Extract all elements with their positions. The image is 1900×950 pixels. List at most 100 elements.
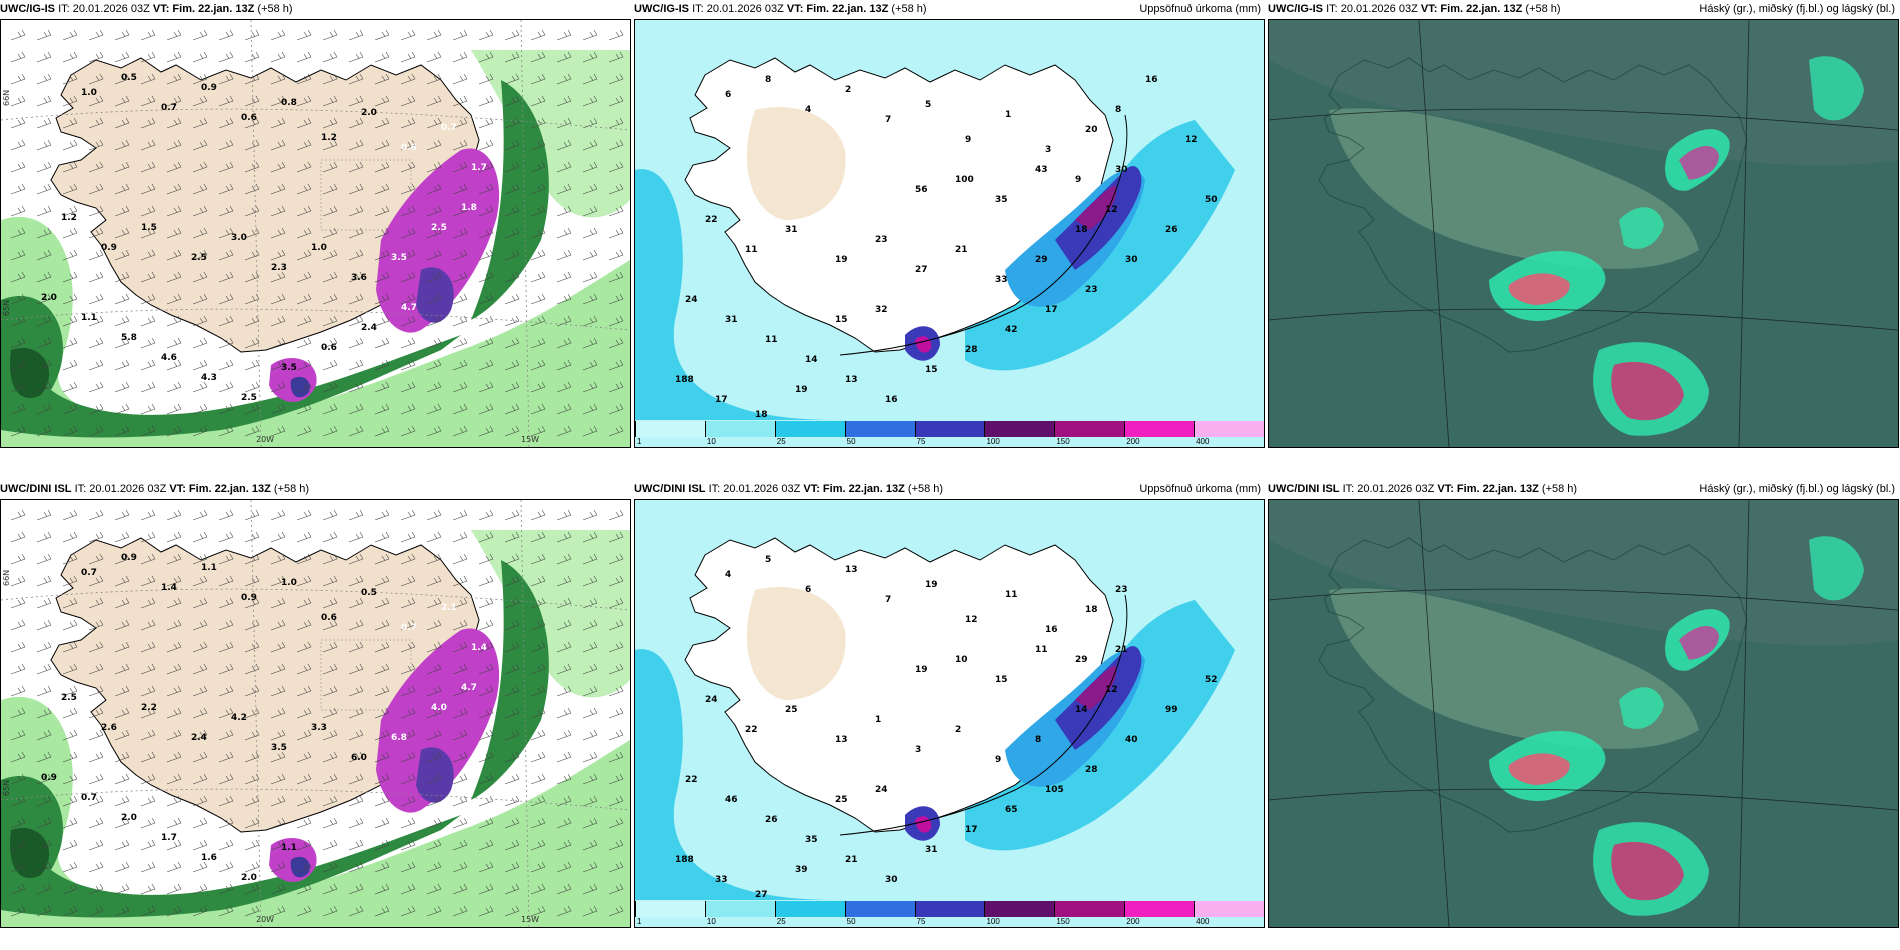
map-value-label: 3.3 [311, 723, 327, 733]
init-time: IT: 20.01.2026 03Z [58, 3, 150, 15]
valid-time: VT: Fim. 22.jan. 13Z [803, 483, 905, 495]
map-value-label: 3.6 [351, 273, 367, 283]
precip-value-label: 40 [1125, 735, 1138, 745]
precip-value-label: 50 [1205, 195, 1218, 205]
panel-cloud-dini: UWC/DINI ISL IT: 20.01.2026 03Z VT: Fim.… [1268, 480, 1899, 929]
precip-value-label: 21 [845, 855, 858, 865]
panel-header: UWC/IG-IS IT: 20.01.2026 03Z VT: Fim. 22… [1268, 0, 1899, 19]
panel-title: Uppsöfnuð úrkoma (mm) [1139, 3, 1261, 15]
precip-value-label: 35 [805, 835, 818, 845]
map-value-label: 0.7 [161, 103, 177, 113]
precip-value-label: 100 [955, 175, 974, 185]
colorbar-tick-label: 10 [706, 437, 716, 446]
map-value-label: 5.8 [121, 333, 137, 343]
colorbar-segment [635, 901, 706, 917]
map-value-label: 0.8 [281, 98, 297, 108]
precip-value-label: 13 [845, 565, 858, 575]
panel-cloud-ig-is: UWC/IG-IS IT: 20.01.2026 03Z VT: Fim. 22… [1268, 0, 1899, 449]
lead-time: (+58 h) [891, 3, 927, 15]
colorbar-segment [774, 421, 846, 437]
precip-value-label: 22 [705, 215, 718, 225]
colorbar-tick-label: 1 [637, 917, 642, 926]
precip-value-label: 42 [1005, 325, 1018, 335]
map-value-label: 1.0 [281, 578, 297, 588]
precip-value-label: 1 [1005, 110, 1011, 120]
precip-value-label: 4 [725, 570, 731, 580]
colorbar-segment [984, 421, 1056, 437]
map-value-label: 3.5 [271, 743, 287, 753]
precip-value-label: 16 [1045, 625, 1058, 635]
map-frame: 6 8 4 2 7 5 9 1 3 20 30 22 11 31 19 23 27 21 33 29 18 12 24 31 1… [634, 19, 1265, 448]
precip-value-label: 8 [1035, 735, 1041, 745]
colorbar-tick-label: 10 [706, 917, 716, 926]
lon-label: 15W [521, 915, 539, 924]
panel-wind-dini: UWC/DINI ISL IT: 20.01.2026 03Z VT: Fim.… [0, 480, 631, 929]
map-value-label: 4.6 [161, 353, 177, 363]
map-value-label: 2.5 [241, 393, 257, 403]
precip-value-label: 21 [1115, 645, 1128, 655]
precip-value-label: 25 [785, 705, 798, 715]
lat-label: 65N [2, 300, 11, 316]
precip-value-label: 13 [835, 735, 848, 745]
precip-value-label: 27 [915, 265, 928, 275]
precip-value-label: 15 [995, 675, 1008, 685]
precip-value-label: 12 [965, 615, 978, 625]
colorbar-tick-label: 100 [986, 437, 1000, 446]
precip-value-label: 24 [685, 295, 698, 305]
map-value-label: 0.7 [81, 568, 97, 578]
precip-value-label: 19 [835, 255, 848, 265]
map-value-label: 1.6 [201, 853, 217, 863]
panel-header: UWC/DINI ISL IT: 20.01.2026 03Z VT: Fim.… [634, 480, 1265, 499]
precip-value-label: 23 [1115, 585, 1128, 595]
precip-value-label: 33 [995, 275, 1008, 285]
map-value-label: 1.4 [161, 583, 177, 593]
map-value-label: 0.6 [321, 613, 337, 623]
map-frame [1268, 19, 1899, 448]
precip-value-label: 32 [875, 305, 888, 315]
precip-value-label: 15 [925, 365, 938, 375]
map-value-label: 2.5 [61, 693, 77, 703]
precip-value-label: 29 [1075, 655, 1088, 665]
colorbar-segment [1054, 421, 1126, 437]
precip-value-label: 188 [675, 375, 694, 385]
precip-value-label: 12 [1105, 205, 1118, 215]
map-frame [1268, 499, 1899, 928]
map-value-label: 1.7 [471, 163, 487, 173]
map-value-label: 0.9 [41, 773, 57, 783]
colorbar-segment [1124, 901, 1196, 917]
init-time: IT: 20.01.2026 03Z [1342, 483, 1435, 495]
colorbar-segment [1124, 421, 1196, 437]
valid-time: VT: Fim. 22.jan. 13Z [1437, 483, 1539, 495]
precip-value-label: 24 [875, 785, 888, 795]
map-value-label: 0.9 [241, 593, 257, 603]
precip-map: 4561371912111618212422251313298141222462… [635, 500, 1264, 927]
colorbar-tick-label: 1 [637, 437, 642, 446]
lat-label: 66N [2, 570, 11, 586]
precip-value-label: 23 [1085, 285, 1098, 295]
precip-value-label: 11 [745, 245, 758, 255]
precip-value-label: 12 [1185, 135, 1198, 145]
map-value-label: 1.1 [281, 843, 297, 853]
cloud-map [1269, 20, 1898, 447]
colorbar-tick-label: 400 [1196, 437, 1210, 446]
wind-map: 66N 65N 20W 15W 1.0 0.5 0.7 0.9 0.6 0.8 1.2 2.0 0.6 0… [1, 20, 630, 447]
colorbar-tick-label: 150 [1056, 917, 1070, 926]
precip-value-label: 19 [915, 665, 928, 675]
precip-value-label: 22 [685, 775, 698, 785]
colorbar-segment [1194, 421, 1264, 437]
precip-value-label: 2 [845, 85, 851, 95]
lat-label: 66N [2, 90, 11, 106]
map-value-label: 0.7 [81, 793, 97, 803]
precip-value-label: 3 [915, 745, 921, 755]
colorbar-segment [774, 901, 846, 917]
lead-time: (+58 h) [273, 483, 310, 495]
precip-value-label: 18 [1075, 225, 1088, 235]
map-value-label: 2.2 [141, 703, 157, 713]
precip-value-label: 31 [725, 315, 738, 325]
model-name: UWC/DINI ISL [1268, 483, 1340, 495]
colorbar-tick-label: 75 [916, 437, 926, 446]
precip-colorbar: 1 10 25 50 75 100 150 200 400 [635, 421, 1264, 447]
precip-value-label: 14 [1075, 705, 1088, 715]
lon-label: 20W [256, 915, 274, 924]
precip-value-label: 17 [1045, 305, 1058, 315]
